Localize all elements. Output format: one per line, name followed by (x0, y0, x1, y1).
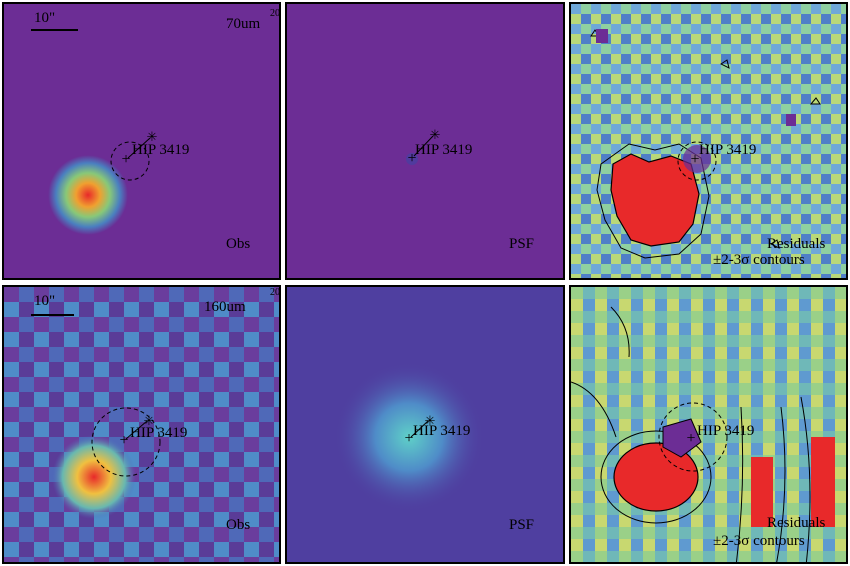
svg-text:+: + (119, 432, 128, 449)
residuals-label: Residuals (767, 236, 826, 252)
target-label: HIP 3419 (413, 423, 471, 439)
panel-70um-psf: + ✳ HIP 3419 PSF (285, 2, 565, 280)
tick-label: 20 (270, 8, 280, 19)
image-160um-psf: + ✳ (287, 287, 563, 562)
panel-kind-label: Obs (226, 236, 251, 252)
image-160um-resid: + (571, 287, 846, 562)
svg-text:+: + (690, 151, 699, 168)
psf-blob (334, 362, 484, 512)
target-label: HIP 3419 (415, 142, 473, 158)
svg-text:✳: ✳ (144, 413, 155, 428)
aperture-circle (91, 407, 161, 477)
scale-bar-label: 10" (34, 10, 56, 26)
band-label: 70um (226, 16, 261, 32)
aperture-circle (110, 141, 150, 181)
svg-text:✳: ✳ (425, 413, 436, 428)
target-label: HIP 3419 (132, 142, 190, 158)
panel-160um-psf: + ✳ HIP 3419 PSF (285, 285, 565, 564)
svg-text:+: + (686, 430, 695, 447)
tick-label: 20 (270, 287, 280, 298)
target-label: HIP 3419 (697, 423, 755, 439)
svg-text:✳: ✳ (430, 127, 441, 142)
residuals-label: Residuals (767, 515, 826, 531)
panel-70um-obs: + ✳ 10" 70um HIP 3419 Obs (2, 2, 281, 280)
target-label: HIP 3419 (699, 142, 757, 158)
image-70um-resid: + (571, 4, 846, 278)
residual-source (610, 153, 700, 247)
svg-text:+: + (404, 430, 413, 447)
panel-kind-label: PSF (509, 236, 535, 252)
source-blob (48, 155, 128, 235)
plus-marker: + (121, 151, 130, 168)
scale-bar-label: 10" (34, 293, 56, 309)
contours-label: ±2-3σ contours (713, 252, 805, 268)
star-marker: ✳ (147, 129, 158, 144)
panel-kind-label: Obs (226, 517, 251, 533)
panel-kind-label: PSF (509, 517, 535, 533)
panel-160um-resid: + HIP 3419 Residuals ±2-3σ contours (569, 285, 848, 564)
residual-source (613, 442, 699, 512)
image-70um-obs: + ✳ (4, 4, 279, 278)
contours-label: ±2-3σ contours (713, 533, 805, 549)
source-blob (52, 435, 136, 519)
panel-160um-obs: + ✳ 10" 160um HIP 3419 Obs (2, 285, 281, 564)
panel-70um-resid: + HIP 3419 Residuals ±2-3σ contours (569, 2, 848, 280)
image-160um-obs: + ✳ (4, 287, 279, 562)
svg-text:+: + (407, 150, 416, 167)
target-label: HIP 3419 (130, 425, 188, 441)
band-label: 160um (204, 299, 246, 315)
image-70um-psf: + ✳ (287, 4, 563, 278)
